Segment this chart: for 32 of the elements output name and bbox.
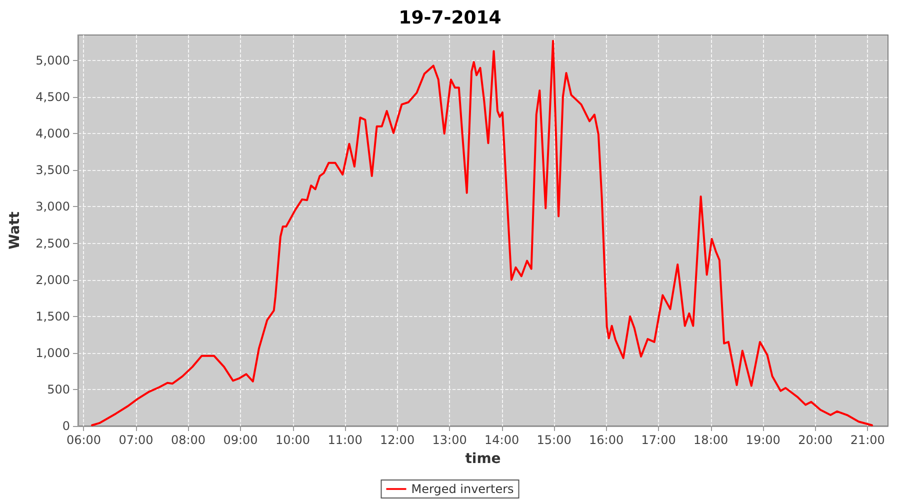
x-tick-label: 10:00 <box>275 433 310 447</box>
y-tick-label: 4,000 <box>36 126 70 141</box>
x-tick-label: 06:00 <box>66 433 102 447</box>
y-tick-label: 0 <box>62 419 70 433</box>
x-tick-label: 09:00 <box>223 433 258 447</box>
line-series <box>91 40 874 426</box>
y-tick-label: 1,000 <box>36 346 70 360</box>
y-tick-label: 3,500 <box>36 163 70 178</box>
x-tick-label: 12:00 <box>380 433 415 447</box>
x-tick-label: 21:00 <box>850 433 885 447</box>
x-tick-label: 16:00 <box>589 433 624 447</box>
x-tick-label: 13:00 <box>432 433 467 447</box>
x-tick-label: 07:00 <box>118 433 154 447</box>
x-tick-label: 14:00 <box>484 433 520 447</box>
y-tick-label: 1,500 <box>36 309 70 324</box>
y-tick-label: 2,500 <box>36 236 70 250</box>
y-axis-title: Watt <box>7 211 23 250</box>
x-tick-label: 19:00 <box>746 433 780 447</box>
y-tick-label: 4,500 <box>36 90 70 104</box>
x-tick-label: 18:00 <box>694 433 728 447</box>
x-tick-label: 08:00 <box>170 433 206 447</box>
y-tick-label: 5,000 <box>36 54 70 68</box>
x-tick-label: 11:00 <box>328 433 362 447</box>
x-axis-title: time <box>465 451 501 467</box>
x-tick-label: 15:00 <box>536 433 572 447</box>
legend-label: Merged inverters <box>411 482 514 496</box>
y-tick-label: 3,000 <box>36 200 70 214</box>
chart-title: 19-7-2014 <box>398 8 502 28</box>
y-tick-label: 500 <box>47 382 70 396</box>
x-tick-label: 20:00 <box>798 433 833 447</box>
y-tick-label: 2,000 <box>36 272 70 287</box>
x-tick-label: 17:00 <box>641 433 676 447</box>
